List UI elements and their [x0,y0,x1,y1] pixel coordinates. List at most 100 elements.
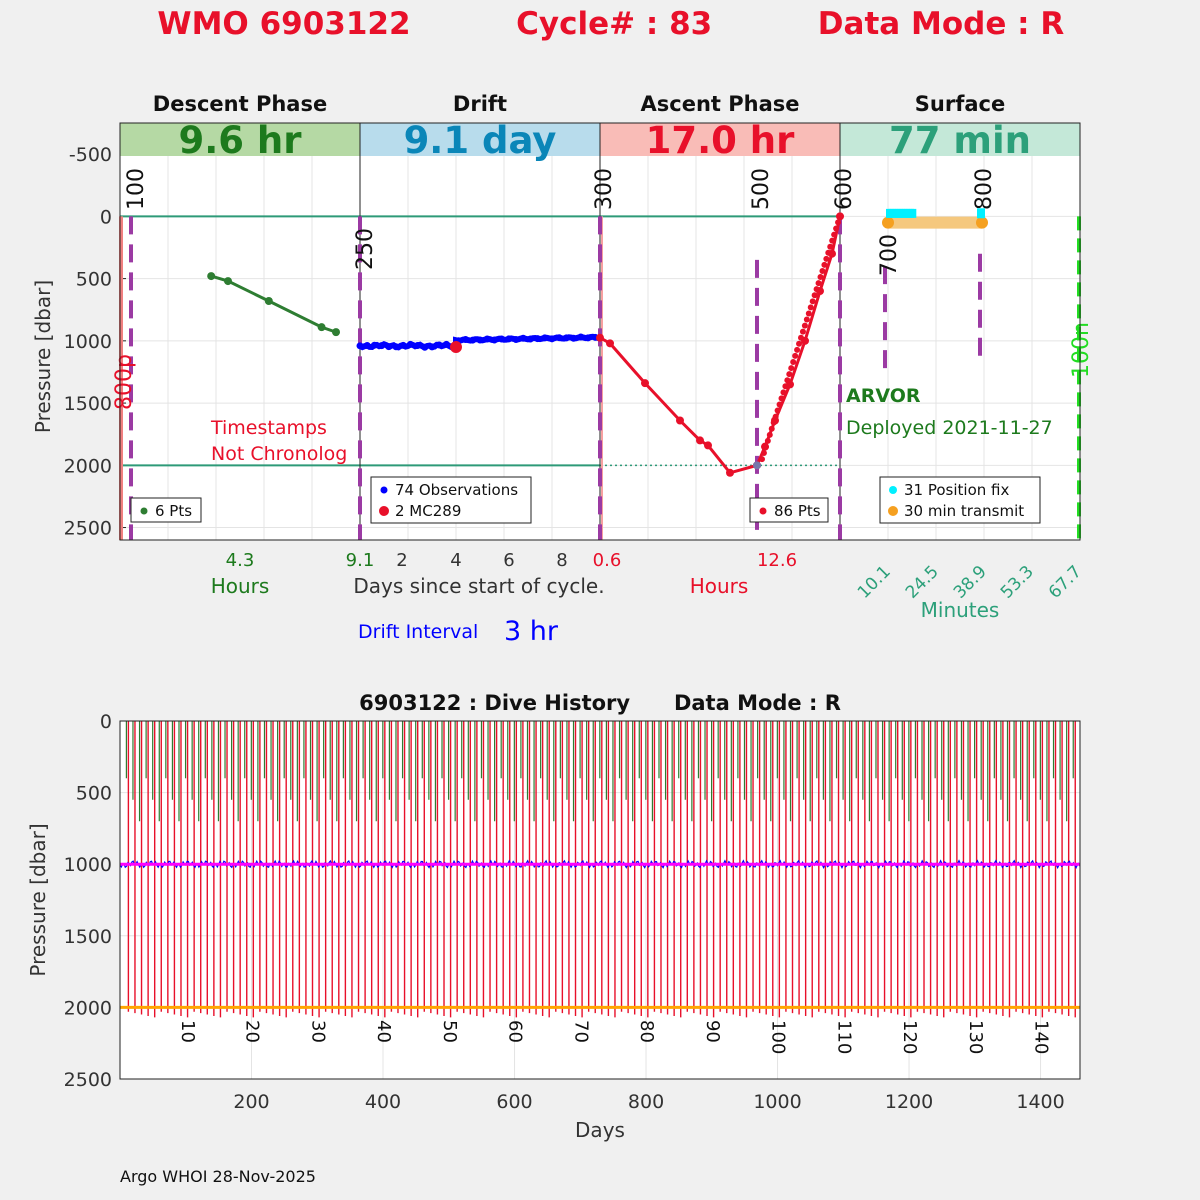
ascent-point [788,365,795,372]
ascent-point [831,231,838,238]
history-x-tick-label: 1000 [753,1091,801,1113]
ascent-point [833,225,840,232]
descent-point [332,328,340,337]
drift-point [584,334,592,342]
history-cycle-label: 120 [899,1020,920,1054]
marker-label-600: 600 [832,168,857,210]
cycle-annotations: Timestamps Not Chronolog ARVOR Deployed … [210,385,1053,647]
ascent-point [801,322,808,329]
history-y-tick-label: 500 [76,783,112,805]
legend-swatch [759,507,767,515]
marker-label-250: 250 [353,228,378,270]
ascent-point [726,468,734,477]
drift-point [577,333,585,341]
history-cycle-label: 50 [439,1020,460,1043]
drift-point [512,336,520,344]
cycle-plot-frame [119,122,1081,541]
legend-label: 31 Position fix [904,481,1009,499]
data-mode-title: Data Mode : R [818,6,1065,42]
drift-xtick: 9.1 [346,550,375,571]
history-y-tick-label: 1000 [64,854,112,876]
history-cycle-label: 60 [505,1020,526,1043]
ascent-point [837,213,843,220]
drift-point [541,334,549,342]
history-cycle-label: 30 [307,1020,328,1043]
drift-point [442,340,450,348]
legend-frame [370,476,532,524]
phase-title: Drift [453,92,507,116]
drift-point [505,335,513,343]
drift-point [534,335,542,343]
footer-credit: Argo WHOI 28-Nov-2025 [120,1167,316,1186]
phase-title: Surface [915,92,1005,116]
ascent-point [784,377,791,384]
surface-xlabel: Minutes [921,598,1000,622]
ascent-point [794,346,801,353]
descent-xlabel: Hours [211,574,270,598]
descent-point [317,323,326,332]
ascent-point [798,334,804,341]
float-type: ARVOR [846,385,921,407]
cycle-y-tick-label: 2500 [64,518,112,540]
descent-point [207,272,216,281]
history-cycle-label: 20 [242,1020,263,1043]
legend-swatch [380,486,388,494]
ascent-bottom-point [753,461,761,470]
history-cycle-label: 40 [373,1020,394,1043]
ascent-point [829,237,836,244]
surface-xtick: 67.7 [1045,562,1086,603]
dive-history-xlabel: Days [575,1118,625,1142]
drift-point [370,341,378,349]
drift-point [378,342,386,350]
descent-point [224,277,232,286]
history-cycle-label: 80 [636,1020,657,1043]
legend-swatch [888,506,898,516]
cycle-ylabel: Pressure [dbar] [31,280,55,433]
legend-frame [879,476,1041,524]
ascent-point [796,340,803,347]
drift-mc289-point [450,341,462,354]
ascent-point [825,249,832,256]
surface-xtick: 10.1 [854,562,895,603]
ascent-point [776,401,783,408]
drift-interval-label: Drift Interval [358,621,478,643]
marker-label-700: 700 [877,234,902,276]
surface-xtick: 53.3 [997,562,1038,603]
cycle-y-tick-label: 1000 [64,331,112,353]
drift-xtick: 4 [450,550,461,571]
history-ylabel: Pressure [dbar] [26,823,50,976]
drift-point [363,342,371,350]
history-cycle-label: 140 [1031,1020,1052,1054]
history-x-tick-label: 800 [628,1091,664,1113]
ascent-point [827,243,834,250]
descent-point [264,297,273,306]
phase-title: Ascent Phase [641,92,800,116]
history-cycle-label: 90 [702,1020,723,1043]
drift-point [421,343,429,351]
drift-point [385,343,393,351]
descent-legend: 6 Pts [130,497,202,523]
drift-point [462,335,470,343]
phase-duration: 17.0 hr [646,119,796,162]
drift-point [555,334,563,342]
history-plot-frame [119,720,1081,1080]
drift-point [428,343,436,351]
drift-point [469,336,477,344]
ascent-point [704,441,712,450]
ascent-point [676,416,684,425]
history-cycle-label: 130 [965,1020,986,1054]
history-cycle-label: 70 [570,1020,591,1043]
history-cycle-label: 100 [768,1020,789,1054]
ascent-point [764,437,771,444]
legend-label: 30 min transmit [904,502,1024,520]
ascent-point [817,274,824,281]
ascent-point [805,310,812,317]
history-x-tick-label: 400 [365,1091,401,1113]
ascent-point [799,328,806,335]
ascent-point [803,316,810,323]
drift-point [490,336,498,344]
transmit-start-point [882,216,894,229]
drift-point [406,340,414,348]
cycle-y-tick-label: 1500 [64,393,112,415]
marker-label-100n: 100n [1069,322,1094,378]
